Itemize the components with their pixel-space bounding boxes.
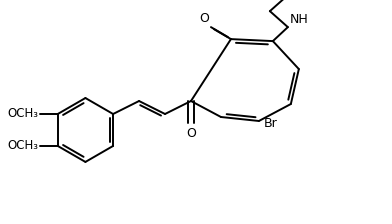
Text: Br: Br bbox=[264, 117, 278, 131]
Text: OCH₃: OCH₃ bbox=[8, 108, 39, 121]
Text: O: O bbox=[186, 127, 196, 140]
Text: OCH₃: OCH₃ bbox=[8, 140, 39, 153]
Text: NH: NH bbox=[290, 13, 309, 26]
Text: O: O bbox=[199, 12, 209, 25]
